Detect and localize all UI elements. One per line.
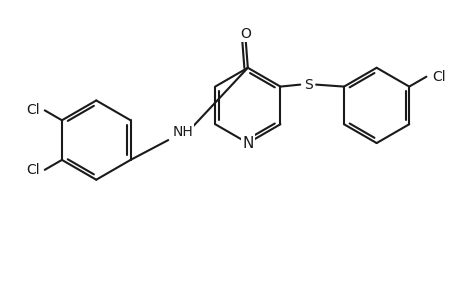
Text: Cl: Cl bbox=[26, 163, 40, 177]
Text: S: S bbox=[303, 78, 312, 92]
Text: N: N bbox=[241, 136, 253, 151]
Text: Cl: Cl bbox=[431, 70, 445, 84]
Text: Cl: Cl bbox=[26, 103, 40, 117]
Text: O: O bbox=[240, 27, 251, 41]
Text: NH: NH bbox=[172, 125, 192, 139]
